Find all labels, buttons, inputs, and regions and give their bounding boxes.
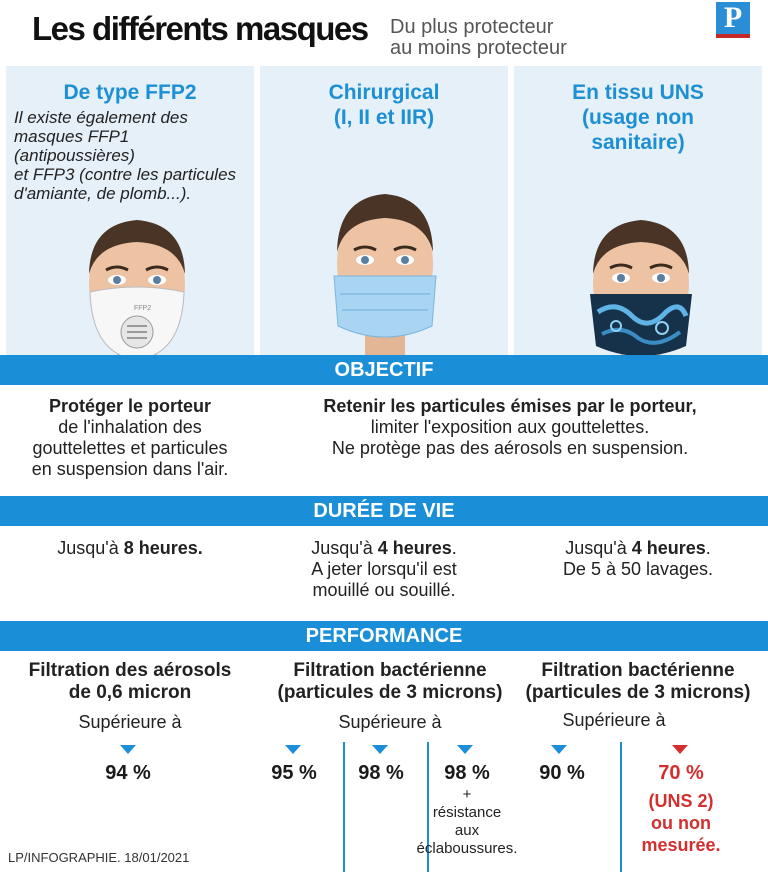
duree-line: A jeter lorsqu'il est [311, 559, 457, 579]
objectif-left-bold: Protéger le porteur [48, 396, 212, 416]
perf-value: 95 % [271, 762, 317, 784]
note-line: Il existe également des [14, 108, 188, 127]
page-title: Les différents masques [32, 10, 369, 47]
red-note-line: mesurée. [641, 835, 721, 855]
divider [343, 742, 345, 872]
perf-col1-head: Filtration des aérosols de 0,6 micron [6, 660, 254, 704]
column-title: Chirurgical [328, 81, 440, 104]
column-subtitle: (I, II et IIR) [333, 106, 435, 129]
perf-value: 94 % [105, 762, 151, 784]
duree-line: De 5 à 50 lavages. [562, 559, 714, 579]
perf-sup: Supérieure à [78, 712, 182, 732]
divider [427, 742, 429, 872]
face-ffp2-illustration: FFP2 [89, 220, 185, 358]
down-arrow-icon [457, 745, 473, 754]
subtitle: Du plus protecteur au moins protecteur [390, 17, 567, 59]
perf-sup: Supérieure à [562, 710, 666, 730]
column-note: Il existe également des masques FFP1 (an… [14, 108, 254, 203]
column-chirurgical: Chirurgical (I, II et IIR) [260, 66, 508, 358]
objectif-right: Retenir les particules émises par le por… [280, 396, 740, 459]
extra-line: résistance [432, 804, 502, 821]
divider [620, 742, 622, 872]
perf-col2-head: Filtration bactérienne (particules de 3 … [260, 660, 520, 704]
perf-red-note: (UNS 2) ou non mesurée. [626, 790, 736, 856]
extra-line: éclaboussures. [416, 840, 518, 857]
credit-line: LP/INFOGRAPHIE. 18/01/2021 [8, 850, 190, 865]
duree-line: mouillé ou souillé. [312, 580, 456, 600]
extra-line: aux [454, 822, 480, 839]
column-tissu-uns: En tissu UNS (usage non sanitaire) [514, 66, 762, 358]
perf-col3-head: Filtration bactérienne (particules de 3 … [514, 660, 762, 704]
objectif-line: en suspension dans l'air. [31, 459, 229, 479]
column-subtitle: (usage non [581, 106, 694, 129]
duree-suffix: . [705, 538, 711, 558]
duree-prefix: Jusqu'à [311, 538, 378, 558]
duree-prefix: Jusqu'à [565, 538, 632, 558]
perf-head-line: Filtration des aérosols [28, 660, 232, 681]
mask-label: FFP2 [134, 305, 151, 312]
duree-col2: Jusqu'à 4 heures. A jeter lorsqu'il est … [260, 538, 508, 601]
column-title: En tissu UNS [572, 81, 704, 104]
perf-value: 98 % [444, 762, 490, 784]
duree-col1: Jusqu'à 8 heures. [6, 538, 254, 559]
duree-value: 4 heures [631, 538, 706, 558]
note-line: masques FFP1 (antipoussières) [14, 127, 135, 165]
down-arrow-icon [372, 745, 388, 754]
column-title: De type FFP2 [63, 81, 197, 104]
face-fabric-illustration [590, 220, 692, 358]
note-line: et FFP3 (contre les particules [14, 165, 237, 184]
column-ffp2: De type FFP2 Il existe également des mas… [6, 66, 254, 358]
face-surgical-illustration [333, 194, 437, 358]
duree-value: 8 heures. [123, 538, 203, 558]
objectif-line: limiter l'exposition aux gouttelettes. [370, 417, 650, 437]
perf-head-line: (particules de 3 microns) [525, 682, 751, 703]
objectif-line: de l'inhalation des [58, 417, 202, 437]
red-note-line: (UNS 2) [648, 791, 714, 811]
duree-col3: Jusqu'à 4 heures. De 5 à 50 lavages. [514, 538, 762, 580]
perf-extra-note: + résistance aux éclaboussures. [412, 786, 522, 858]
perf-value: 90 % [539, 762, 585, 784]
objectif-line: Ne protège pas des aérosols en suspensio… [331, 438, 689, 458]
perf-head-line: (particules de 3 microns) [277, 682, 503, 703]
band-objectif: OBJECTIF [0, 355, 768, 385]
band-duree: DURÉE DE VIE [0, 496, 768, 526]
down-arrow-icon [672, 745, 688, 754]
publisher-logo: P [716, 2, 750, 38]
down-arrow-icon [285, 745, 301, 754]
objectif-left: Protéger le porteur de l'inhalation des … [6, 396, 254, 480]
perf-value: 98 % [358, 762, 404, 784]
objectif-right-bold: Retenir les particules émises par le por… [323, 396, 697, 416]
perf-head-line: Filtration bactérienne [541, 660, 735, 681]
column-subtitle: sanitaire) [591, 131, 685, 154]
down-arrow-icon [551, 745, 567, 754]
subtitle-line: Du plus protecteur [390, 16, 554, 38]
duree-suffix: . [451, 538, 457, 558]
red-note-line: ou non [651, 813, 711, 833]
perf-head-line: Filtration bactérienne [293, 660, 487, 681]
perf-head-line: de 0,6 micron [68, 682, 192, 703]
objectif-line: gouttelettes et particules [32, 438, 228, 458]
band-performance: PERFORMANCE [0, 621, 768, 651]
down-arrow-icon [120, 745, 136, 754]
subtitle-line: au moins protecteur [390, 37, 567, 59]
extra-line: + [462, 786, 472, 803]
note-line: d'amiante, de plomb...). [14, 184, 192, 203]
perf-value-red: 70 % [658, 762, 704, 784]
perf-sup: Supérieure à [338, 712, 442, 732]
duree-prefix: Jusqu'à [57, 538, 124, 558]
duree-value: 4 heures [377, 538, 452, 558]
